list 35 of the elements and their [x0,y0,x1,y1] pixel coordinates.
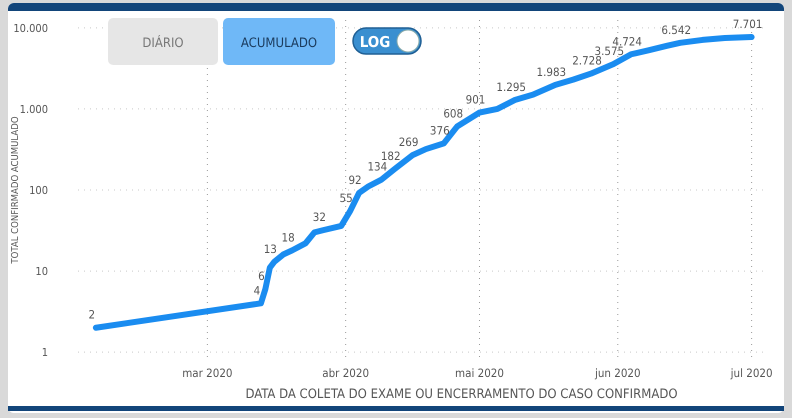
x-axis-title: DATA DA COLETA DO EXAME OU ENCERRAMENTO DO CASO CONFIRMADO [245,387,678,402]
annotation: DIÁRIO [142,34,184,51]
x-tick-label: mai 2020 [455,366,504,380]
data-label: 6.542 [661,22,692,37]
y-tick-label: 1 [42,346,48,360]
data-label: 1.983 [536,64,566,79]
data-label: 608 [443,106,464,120]
x-tick-label: jul 2020 [730,366,773,380]
x-tick-label: abr 2020 [322,366,370,380]
data-label: 269 [398,135,418,150]
y-tick-label: 10.000 [13,22,48,35]
data-label: 7.701 [732,17,762,32]
annotation: LOG [360,33,390,51]
data-label: 376 [430,123,450,138]
y-tick-label: 1.000 [20,102,48,116]
data-label: 55 [340,191,353,206]
data-label: 4 [254,283,260,298]
y-tick-label: 10 [35,265,48,278]
cumulative-button: ACUMULADO [223,18,335,65]
y-tick-label: 100 [29,184,48,197]
annotation: ACUMULADO [240,36,318,51]
data-label: 1.295 [496,80,526,94]
data-label: 18 [282,230,295,244]
y-axis-title: TOTAL CONFIRMADO ACUMULADO [10,116,21,265]
data-label: 32 [312,210,326,224]
data-label: 13 [264,242,277,256]
data-label: 2 [88,308,96,322]
data-label: 6 [258,269,265,284]
toggle-switch: LOG [352,27,422,55]
data-label: 92 [348,172,362,187]
x-tick-label: mar 2020 [182,366,233,380]
x-tick-label: jun 2020 [594,366,641,380]
daily-button: DIÁRIO [108,18,218,65]
data-label: 2.728 [572,54,602,68]
data-label: 901 [466,92,486,107]
